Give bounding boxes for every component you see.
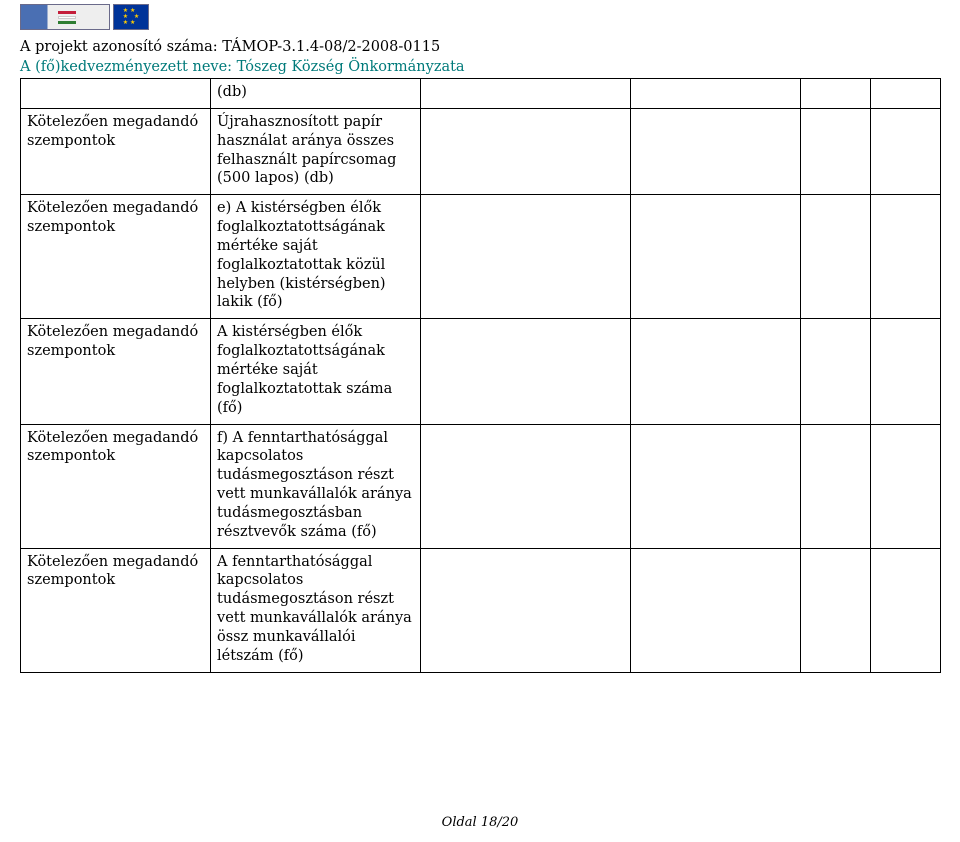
- table-cell: [871, 79, 941, 109]
- table-cell: [631, 195, 801, 319]
- table-cell: e) A kistérségben élők foglalkoztatottsá…: [211, 195, 421, 319]
- table-row: (db): [21, 79, 941, 109]
- table-cell: Kötelezően megadandó szempontok: [21, 548, 211, 672]
- criteria-table: (db)Kötelezően megadandó szempontokÚjrah…: [20, 78, 941, 673]
- logo-strip: ★ ★★ ★★ ★: [20, 4, 149, 30]
- table-cell: [871, 195, 941, 319]
- table-row: Kötelezően megadandó szempontokA fenntar…: [21, 548, 941, 672]
- document-header: A projekt azonosító száma: TÁMOP-3.1.4-0…: [20, 38, 465, 77]
- table-row: Kötelezően megadandó szempontokA kistérs…: [21, 319, 941, 424]
- table-cell: [421, 108, 631, 194]
- table-cell: [801, 79, 871, 109]
- table-cell: [421, 79, 631, 109]
- table-cell: [21, 79, 211, 109]
- table-cell: [801, 108, 871, 194]
- uszt-bar-red: [58, 11, 76, 14]
- table-cell: (db): [211, 79, 421, 109]
- table-cell: [421, 424, 631, 548]
- table-cell: [421, 548, 631, 672]
- beneficiary-line: A (fő)kedvezményezett neve: Tószeg Közsé…: [20, 58, 465, 78]
- table-cell: A kistérségben élők foglalkoztatottságán…: [211, 319, 421, 424]
- table-cell: [631, 108, 801, 194]
- table-cell: [631, 424, 801, 548]
- table-cell: [631, 319, 801, 424]
- table-cell: [421, 319, 631, 424]
- table-cell: [631, 548, 801, 672]
- table-row: Kötelezően megadandó szempontoke) A kist…: [21, 195, 941, 319]
- table-cell: [871, 108, 941, 194]
- page: ★ ★★ ★★ ★ A projekt azonosító száma: TÁM…: [0, 0, 960, 842]
- table-cell: Kötelezően megadandó szempontok: [21, 195, 211, 319]
- table-cell: [631, 79, 801, 109]
- project-id-line: A projekt azonosító száma: TÁMOP-3.1.4-0…: [20, 38, 465, 58]
- table-cell: A fenntarthatósággal kapcsolatos tudásme…: [211, 548, 421, 672]
- table-cell: [871, 424, 941, 548]
- table-cell: [801, 319, 871, 424]
- table-row: Kötelezően megadandó szempontokf) A fenn…: [21, 424, 941, 548]
- eu-stars-icon: ★ ★★ ★★ ★: [121, 7, 141, 27]
- uszt-flag-icon: [54, 11, 76, 24]
- table-cell: f) A fenntarthatósággal kapcsolatos tudá…: [211, 424, 421, 548]
- table-cell: [801, 195, 871, 319]
- table-cell: [801, 548, 871, 672]
- uszt-bar-green: [58, 21, 76, 24]
- table-cell: [871, 319, 941, 424]
- table-row: Kötelezően megadandó szempontokÚjrahaszn…: [21, 108, 941, 194]
- table-cell: Újrahasznosított papír használat aránya …: [211, 108, 421, 194]
- table-cell: [871, 548, 941, 672]
- table-cell: Kötelezően megadandó szempontok: [21, 108, 211, 194]
- uszt-logo: [20, 4, 110, 30]
- table-cell: Kötelezően megadandó szempontok: [21, 424, 211, 548]
- eu-flag-icon: ★ ★★ ★★ ★: [113, 4, 149, 30]
- table-container: (db)Kötelezően megadandó szempontokÚjrah…: [20, 78, 940, 673]
- table-cell: Kötelezően megadandó szempontok: [21, 319, 211, 424]
- table-cell: [801, 424, 871, 548]
- page-footer: Oldal 18/20: [0, 815, 960, 830]
- table-cell: [421, 195, 631, 319]
- uszt-bar-white: [58, 16, 76, 19]
